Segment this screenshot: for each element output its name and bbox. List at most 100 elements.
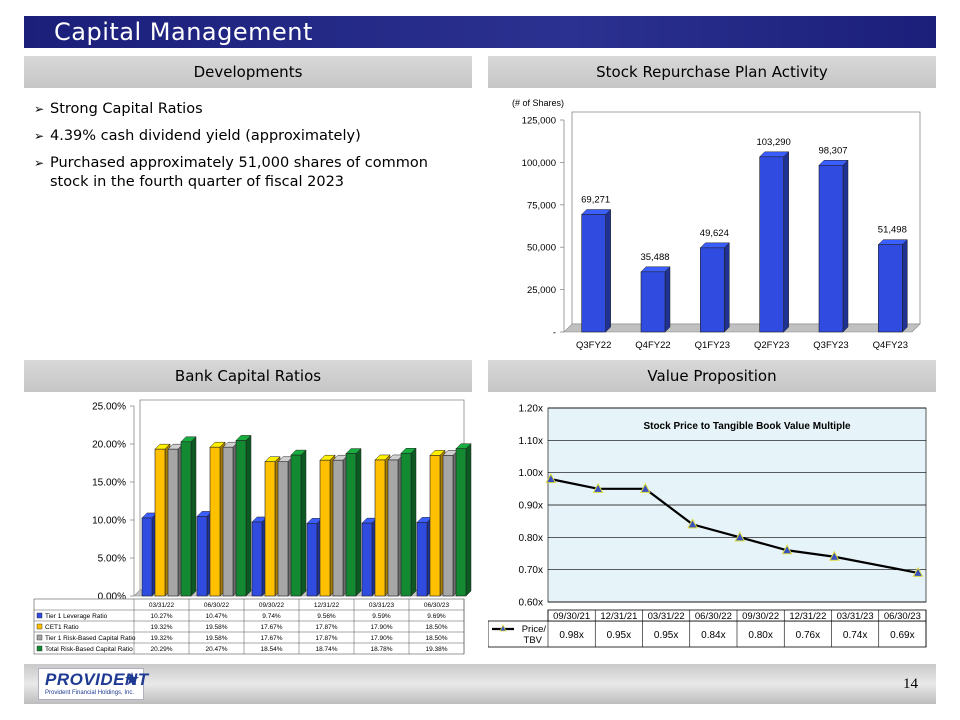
- bar: [180, 436, 197, 597]
- bar-side: [783, 151, 789, 333]
- table-cell: 17.67%: [260, 635, 282, 642]
- bar-front: [387, 459, 399, 597]
- bar-front: [319, 459, 331, 597]
- logo-star-icon: [125, 672, 139, 685]
- x-tick-label: 09/30/22: [259, 602, 285, 609]
- legend-label: Tier 1 Leverage Ratio: [45, 613, 108, 620]
- data-label: 103,290: [756, 137, 790, 148]
- bar-front: [361, 522, 373, 597]
- bar-front: [209, 446, 221, 597]
- table-cell: 9.56%: [317, 613, 336, 620]
- table-cell: 17.90%: [370, 635, 392, 642]
- bar: [699, 242, 730, 333]
- bullet-item: ➢ Purchased approximately 51,000 shares o…: [34, 154, 464, 192]
- table-cell: 0.95x: [654, 630, 678, 641]
- bar-front: [277, 461, 289, 597]
- bar-side: [245, 434, 252, 597]
- table-cell: 18.50%: [425, 624, 447, 631]
- legend-label: TBV: [524, 635, 543, 646]
- bar-side: [465, 443, 472, 597]
- bar-front: [345, 453, 357, 597]
- bar-front: [442, 455, 454, 597]
- bar-side: [300, 449, 307, 597]
- table-cell: 18.74%: [315, 646, 337, 653]
- arrow-bullet-icon: ➢: [34, 102, 45, 116]
- footer: PROVIDENT Provident Financial Holdings, …: [24, 664, 936, 704]
- data-point: [912, 566, 924, 577]
- bar: [818, 159, 849, 333]
- bar-front: [455, 448, 467, 597]
- bullet-text: 4.39% cash dividend yield (approximately…: [50, 128, 361, 144]
- x-tick-label: 03/31/22: [149, 602, 175, 609]
- table-cell: 9.59%: [372, 613, 391, 620]
- legend-key: [36, 623, 43, 630]
- y-tick-label: 1.20x: [519, 404, 543, 415]
- y-tick-label: 10.00%: [92, 516, 126, 527]
- table-cell: 9.74%: [262, 613, 281, 620]
- bar: [759, 151, 790, 333]
- chart-title: Stock Price to Tangible Book Value Multi…: [643, 421, 851, 432]
- legend-key: [36, 645, 43, 652]
- x-tick-label: 06/30/23: [884, 611, 921, 622]
- y-tick-label: 0.70x: [519, 565, 543, 576]
- table-cell: 19.38%: [425, 646, 447, 653]
- bar-front: [306, 523, 318, 597]
- bar-front: [878, 244, 903, 333]
- table-cell: 19.58%: [205, 624, 227, 631]
- value-proposition-chart: 0.60x 0.70x 0.80x 0.90x 1.00x 1.10x 1.20x Stock…: [488, 404, 927, 648]
- developments-list: ➢ Strong Capital Ratios ➢ 4.39% cash divid…: [34, 100, 464, 200]
- x-tick-label: 12/31/21: [600, 611, 637, 622]
- table-cell: 19.32%: [150, 624, 172, 631]
- series-line: [550, 478, 919, 574]
- y-tick-label: 15.00%: [92, 478, 126, 489]
- x-tick-label: 06/30/22: [695, 611, 732, 622]
- legend-key: [36, 634, 43, 641]
- table-cell: 18.50%: [425, 635, 447, 642]
- x-tick-label: 09/30/21: [553, 611, 590, 622]
- table-cell: 17.87%: [315, 624, 337, 631]
- bar: [455, 443, 472, 597]
- bar-side: [724, 242, 730, 333]
- y-tick-label: 0.90x: [519, 501, 543, 512]
- legend-label: Tier 1 Risk-Based Capital Ratio: [45, 635, 136, 642]
- bar: [345, 447, 362, 597]
- bar-side: [842, 159, 849, 333]
- bar-front: [332, 459, 344, 597]
- bar-side: [902, 239, 908, 333]
- legend-label: Total Risk-Based Capital Ratio: [45, 646, 133, 653]
- table-cell: 17.87%: [315, 635, 337, 642]
- table-cell: 19.32%: [150, 635, 172, 642]
- stock-repurchase-header: Stock Repurchase Plan Activity: [488, 56, 936, 88]
- provident-logo: PROVIDENT Provident Financial Holdings, …: [38, 668, 148, 700]
- table-cell: 0.69x: [890, 630, 914, 641]
- x-tick-label: 03/31/22: [648, 611, 685, 622]
- data-point: [687, 518, 698, 529]
- x-tick-label: 06/30/22: [204, 602, 230, 609]
- y-tick-label: 125,000: [522, 116, 556, 127]
- bar-front: [235, 440, 247, 597]
- stock-repurchase-chart: (# of Shares) - 25,000 50,000 75,000 100,000 1…: [512, 98, 921, 351]
- x-tick-label: 09/30/22: [742, 611, 779, 622]
- x-tick-label: Q3FY22: [576, 340, 611, 351]
- x-tick-label: 12/31/22: [789, 611, 826, 622]
- bullet-item: ➢ 4.39% cash dividend yield (approximatel…: [34, 127, 464, 146]
- table-cell: 10.27%: [150, 613, 172, 620]
- bar-front: [759, 156, 784, 333]
- legend-key: [36, 612, 43, 619]
- table-cell: 0.95x: [607, 630, 631, 641]
- bar: [877, 239, 908, 333]
- table-cell: 18.54%: [260, 646, 282, 653]
- y-tick-label: 25,000: [527, 285, 556, 296]
- bar-front: [700, 247, 725, 333]
- x-tick-label: Q4FY22: [635, 340, 670, 351]
- bar-front: [581, 214, 606, 333]
- data-table: [33, 598, 465, 655]
- data-label: 35,488: [640, 252, 669, 263]
- plot-area: [571, 111, 921, 325]
- y-tick-label: 1.10x: [519, 436, 543, 447]
- x-tick-label: 06/30/23: [424, 602, 450, 609]
- legend-label: Price/: [522, 624, 547, 635]
- table-cell: 0.98x: [559, 630, 583, 641]
- x-tick-label: Q2FY23: [754, 340, 789, 351]
- value-proposition-header: Value Proposition: [488, 360, 936, 392]
